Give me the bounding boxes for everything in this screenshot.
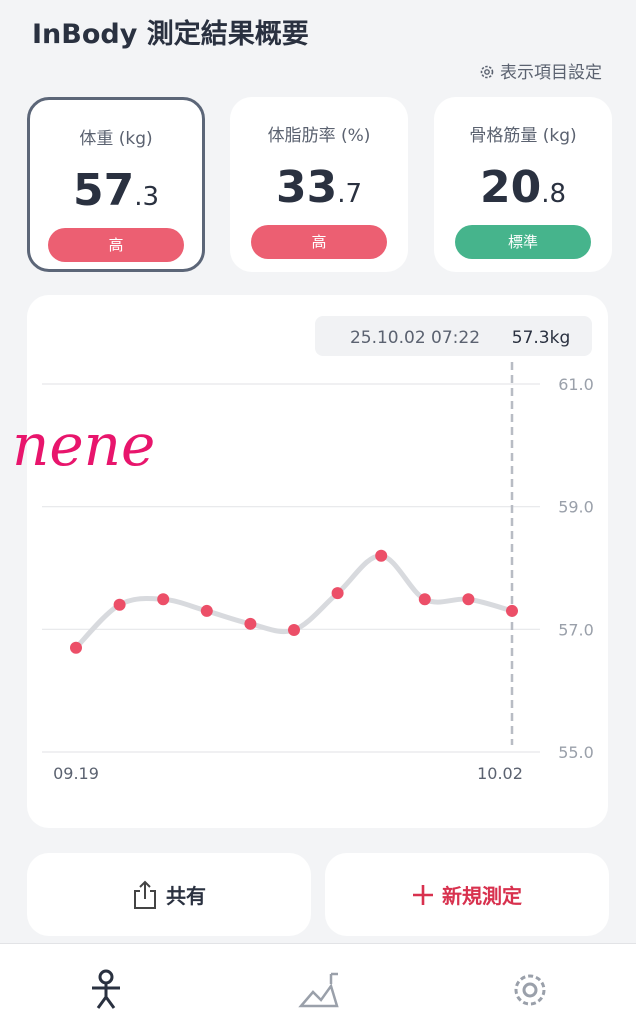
data-point xyxy=(506,604,518,617)
tooltip-date: 25.10.02 07:22 xyxy=(350,328,480,348)
data-point xyxy=(70,641,82,654)
metric-value: 20.8 xyxy=(434,162,612,213)
page-title: InBody 測定結果概要 xyxy=(32,19,309,50)
y-tick-label: 55.0 xyxy=(558,743,594,762)
y-tick-label: 59.0 xyxy=(558,498,594,517)
metric-card[interactable]: 体重 (kg) 57.3 高 xyxy=(27,97,205,272)
data-point xyxy=(331,587,344,600)
y-tick-label: 61.0 xyxy=(558,375,594,394)
tooltip-value: 57.3kg xyxy=(512,328,571,348)
value-main: 33 xyxy=(275,162,338,213)
value-decimal: .8 xyxy=(541,179,567,209)
tab-bar xyxy=(0,943,636,1025)
data-point xyxy=(244,617,257,630)
tab-body[interactable] xyxy=(86,968,126,1012)
share-label: 共有 xyxy=(166,884,206,908)
x-tick-label: 09.19 xyxy=(53,764,99,783)
chart: 25.10.02 07:22 57.3kg 55.0 57.0 59.0 61.0 09… xyxy=(12,316,594,783)
data-point xyxy=(157,593,170,606)
metric-value: 33.7 xyxy=(230,162,408,213)
tooltip-box xyxy=(315,316,592,356)
data-point xyxy=(200,604,213,617)
metric-card[interactable]: 体脂肪率 (%) 33.7 高 xyxy=(230,97,408,272)
value-decimal: .7 xyxy=(337,179,363,209)
metric-label: 体脂肪率 (%) xyxy=(267,126,371,146)
settings-link[interactable]: 表示項目設定 xyxy=(479,58,602,83)
metric-label: 体重 (kg) xyxy=(79,129,153,149)
data-point xyxy=(418,593,431,606)
share-button[interactable]: 共有 xyxy=(27,853,311,936)
new-measure-button[interactable]: 新規測定 xyxy=(325,853,609,936)
metric-value: 57.3 xyxy=(30,165,202,216)
share-icon xyxy=(134,880,156,909)
tab-settings[interactable] xyxy=(508,968,552,1012)
status-pill: 高 xyxy=(251,225,387,259)
metric-card[interactable]: 骨格筋量 (kg) 20.8 標準 xyxy=(434,97,612,272)
value-main: 57 xyxy=(72,165,135,216)
x-tick-label: 10.02 xyxy=(477,764,523,783)
plus-icon xyxy=(413,884,433,905)
tab-chart[interactable] xyxy=(298,970,340,1010)
data-point xyxy=(113,598,126,611)
metric-label: 骨格筋量 (kg) xyxy=(469,126,577,146)
status-pill: 高 xyxy=(48,228,184,262)
data-point xyxy=(462,593,475,606)
new-measure-label: 新規測定 xyxy=(442,884,522,908)
gear-icon xyxy=(480,65,493,79)
handwritten-annotation: nene xyxy=(12,411,155,479)
data-point xyxy=(288,623,300,636)
status-pill: 標準 xyxy=(455,225,591,259)
value-main: 20 xyxy=(479,162,542,213)
y-tick-label: 57.0 xyxy=(558,620,594,639)
data-point xyxy=(375,549,388,562)
value-decimal: .3 xyxy=(134,182,160,212)
settings-label: 表示項目設定 xyxy=(500,63,602,83)
